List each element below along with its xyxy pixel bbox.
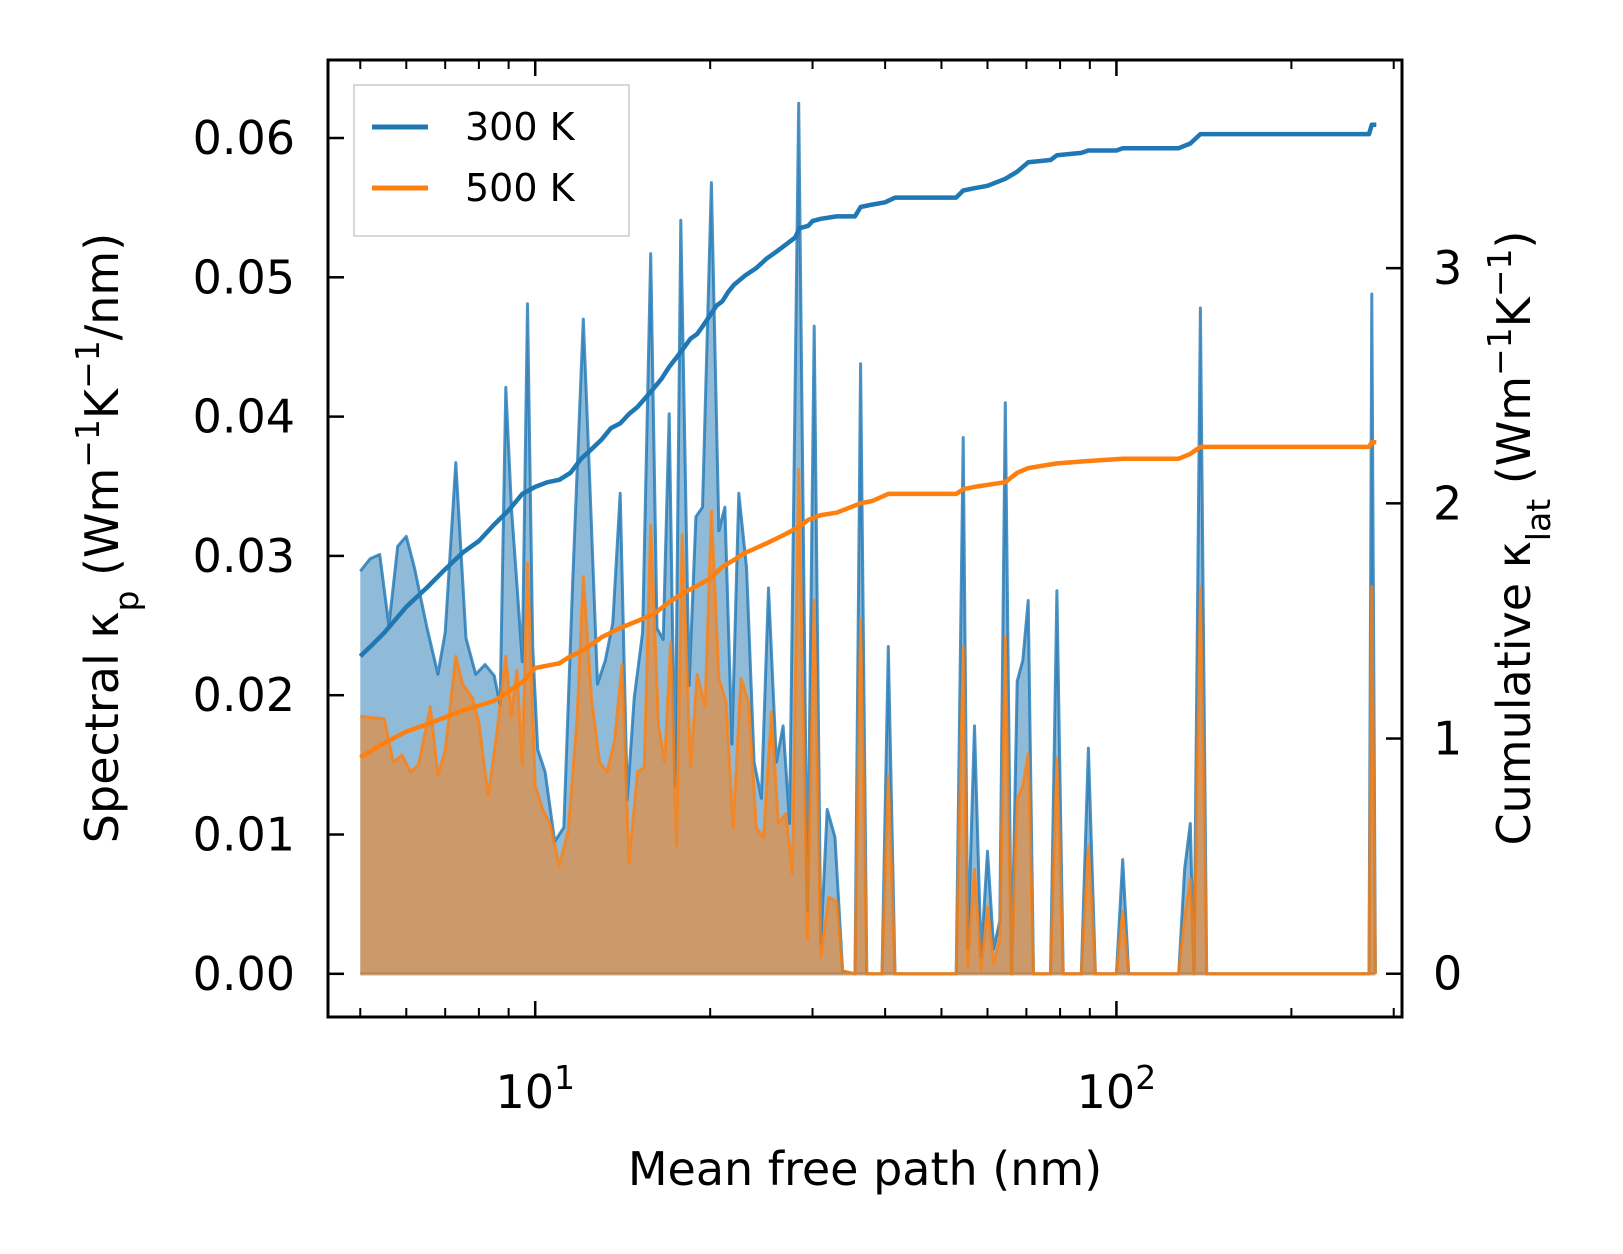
cumulative-line-500k	[359, 439, 1377, 760]
y-right-tick-label: 3	[1433, 241, 1462, 295]
y-right-tick-label: 1	[1433, 712, 1462, 766]
y-left-tick-label: 0.05	[193, 250, 295, 304]
y-left-tick-label: 0.02	[193, 668, 295, 722]
spectral-lines	[359, 101, 1377, 976]
x-axis-label: Mean free path (nm)	[628, 1142, 1102, 1196]
legend-label-500k: 500 K	[465, 166, 576, 210]
cumulative-lines	[358, 122, 1377, 760]
y-right-tick-label: 2	[1433, 476, 1462, 530]
y-left-tick-label: 0.04	[193, 390, 295, 444]
y-axis-label-right: Cumulative κlat (Wm−1K−1)	[1480, 231, 1558, 846]
legend-box	[353, 84, 630, 237]
tick-labels: 101 102 0.00 0.01 0.02 0.03 0.04 0.05 0.06 0 1 2 3	[193, 111, 1463, 1119]
y-left-tick-label: 0.01	[193, 808, 295, 862]
y-axis-label-left: Spectral κp (Wm−1K−1/nm)	[68, 233, 146, 843]
y-left-tick-label: 0.06	[193, 111, 295, 165]
y-left-tick-label: 0.03	[193, 529, 295, 583]
spectral-fills	[360, 103, 1376, 974]
spectral-fill-500k	[360, 469, 1376, 974]
plot-frame	[326, 58, 1404, 1019]
spectral-line-500k	[360, 468, 1377, 976]
y-right-tick-label: 0	[1433, 947, 1462, 1001]
legend-label-300k: 300 K	[465, 105, 576, 149]
legend: 300 K 500 K	[353, 84, 630, 237]
x-tick-label: 101	[495, 1058, 575, 1120]
cumulative-line-300k	[358, 122, 1377, 658]
x-tick-label: 102	[1077, 1058, 1157, 1120]
y-left-tick-label: 0.00	[193, 947, 295, 1001]
